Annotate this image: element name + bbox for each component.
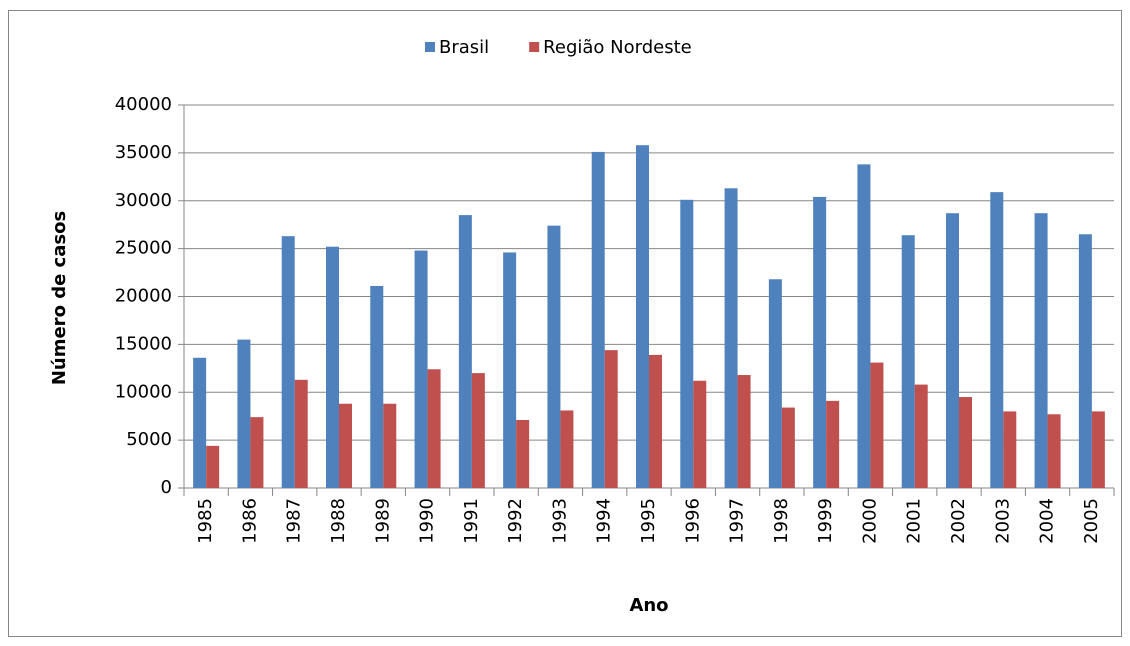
y-tick-label: 30000	[115, 190, 172, 211]
bar	[326, 246, 339, 488]
x-tick-label: 1994	[594, 498, 615, 544]
legend-label: Brasil	[439, 37, 489, 58]
bar	[560, 410, 574, 488]
y-tick-label: 5000	[126, 429, 172, 450]
bar	[1078, 234, 1092, 488]
bar	[990, 192, 1004, 488]
x-tick-label: 2003	[992, 498, 1013, 544]
x-tick-label: 1992	[505, 498, 526, 544]
bar	[781, 407, 795, 488]
x-tick-label: 1986	[239, 498, 260, 544]
x-tick-label: 2002	[948, 498, 969, 544]
bar	[503, 252, 517, 488]
bar	[636, 145, 649, 488]
x-tick-label: 1993	[549, 498, 570, 544]
bar	[693, 380, 707, 488]
bar	[237, 339, 251, 488]
x-tick-label: 1990	[417, 498, 438, 544]
bar	[857, 164, 871, 489]
bar	[813, 196, 827, 489]
bar	[1047, 414, 1061, 488]
bar	[680, 199, 694, 489]
bar	[294, 379, 308, 488]
bar	[206, 445, 220, 488]
y-tick-label: 35000	[115, 142, 172, 163]
bar	[737, 375, 751, 488]
bar	[471, 373, 485, 488]
x-tick-label: 1991	[461, 498, 482, 544]
x-tick-label: 1997	[727, 498, 748, 544]
x-tick-label: 2000	[859, 498, 880, 544]
x-tick-label: 2004	[1037, 498, 1058, 544]
bar	[1034, 213, 1048, 488]
x-tick-label: 1985	[195, 498, 216, 544]
bar	[193, 357, 207, 488]
x-tick-label: 1989	[372, 498, 393, 544]
x-axis-title: Ano	[629, 595, 668, 616]
bar	[959, 397, 972, 488]
y-axis-title: Número de casos	[49, 211, 70, 385]
bar	[591, 151, 605, 489]
bar	[414, 250, 428, 488]
bar	[901, 235, 915, 488]
x-tick-label: 1996	[682, 498, 703, 544]
chart-frame	[8, 10, 1122, 637]
y-tick-label: 0	[161, 477, 172, 498]
y-tick-label: 40000	[115, 94, 172, 115]
x-tick-label: 1995	[638, 498, 659, 544]
bar	[724, 188, 738, 489]
bar	[1091, 411, 1105, 488]
bar	[339, 403, 352, 488]
bar	[281, 236, 295, 488]
x-tick-label: 1987	[284, 498, 305, 544]
legend-label: Região Nordeste	[543, 37, 692, 58]
bar	[914, 384, 928, 488]
bar	[826, 400, 840, 488]
bar	[649, 354, 662, 488]
y-tick-label: 20000	[115, 286, 172, 307]
bar	[946, 213, 959, 488]
y-tick-label: 15000	[115, 333, 172, 354]
legend-swatch	[425, 42, 435, 52]
x-tick-label: 2001	[904, 498, 925, 544]
bar	[604, 350, 618, 488]
bar	[383, 403, 397, 488]
bar	[458, 215, 472, 489]
legend-swatch	[529, 42, 540, 52]
x-tick-label: 2005	[1081, 498, 1102, 544]
bar	[870, 362, 884, 488]
x-tick-label: 1999	[815, 498, 836, 544]
bar	[768, 279, 782, 488]
bar	[250, 417, 264, 488]
y-tick-label: 10000	[115, 381, 172, 402]
bar	[1003, 411, 1017, 488]
bar	[427, 369, 441, 488]
bar	[516, 420, 530, 488]
x-tick-label: 1988	[328, 498, 349, 544]
bar	[547, 225, 561, 488]
bar	[370, 285, 384, 488]
y-tick-label: 25000	[115, 238, 172, 259]
x-tick-label: 1998	[771, 498, 792, 544]
